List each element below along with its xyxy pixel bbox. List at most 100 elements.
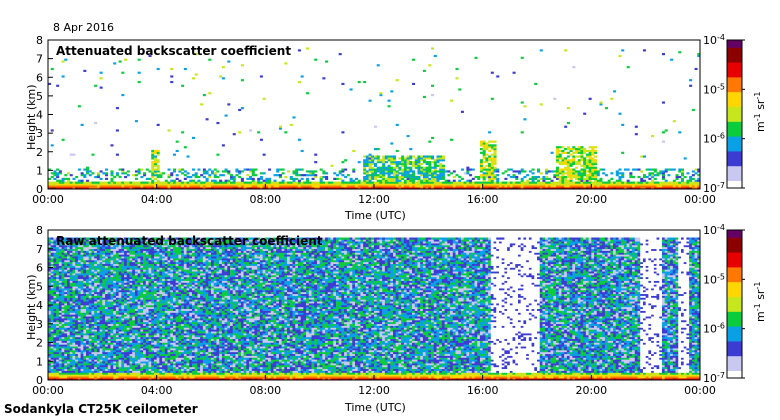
heatmap-cell [72,177,76,180]
heatmap-cell [121,267,125,270]
heatmap-cell [575,177,579,180]
heatmap-cell [64,359,68,362]
heatmap-cell [556,168,560,171]
heatmap-cell [417,187,421,190]
heatmap-cell [401,175,405,179]
heatmap-cell [678,170,682,173]
heatmap-cell [61,374,65,377]
heatmap-cell [325,177,329,180]
heatmap-cell [450,185,454,188]
heatmap-cell [249,168,253,171]
heatmap-cell [517,172,521,175]
heatmap-cell [96,305,100,308]
heatmap-cell [91,276,95,280]
heatmap-cell [121,71,125,74]
heatmap-cell [151,172,155,175]
heatmap-cell [77,246,81,250]
heatmap-cell [482,187,486,190]
heatmap-cell [137,297,141,300]
heatmap-cell [512,71,516,74]
heatmap-cell [88,301,92,304]
heatmap-cell [132,280,136,283]
heatmap-cell [132,338,136,341]
heatmap-cell [88,312,92,315]
heatmap-cell [118,276,122,280]
heatmap-cell [134,312,138,315]
heatmap-cell [406,155,410,158]
heatmap-cell [88,316,92,319]
heatmap-cell [94,335,98,338]
heatmap-cell [56,361,60,364]
heatmap-cell [251,179,255,182]
heatmap-cell [259,187,263,190]
heatmap-cell [72,271,76,274]
heatmap-cell [137,308,141,311]
heatmap-cell [80,359,84,362]
heatmap-cell [96,239,100,242]
heatmap-cell [96,320,100,323]
heatmap-cell [126,357,130,360]
heatmap-cell [86,325,90,328]
heatmap-cell [132,306,136,310]
heatmap-cell [75,282,79,285]
heatmap-cell [115,250,119,253]
heatmap-cell [113,348,117,351]
heatmap-cell [460,181,464,184]
heatmap-cell [572,162,576,166]
heatmap-cell [137,355,141,358]
heatmap-cell [72,340,76,343]
heatmap-cell [64,177,68,180]
heatmap-cell [629,175,633,179]
heatmap-cell [148,170,152,173]
heatmap-cell [86,291,90,295]
heatmap-cell [471,177,475,180]
heatmap-cell [297,185,301,188]
heatmap-cell [88,250,92,253]
heatmap-cell [556,166,560,169]
heatmap-cell [194,181,198,184]
heatmap-cell [651,183,655,186]
heatmap-cell [118,370,122,373]
heatmap-cell [113,282,117,285]
heatmap-cell [278,127,282,130]
heatmap-cell [126,260,130,263]
heatmap-cell [479,159,483,162]
heatmap-cell [61,312,65,315]
heatmap-cell [96,340,100,343]
heatmap-cell [539,103,543,106]
heatmap-cell [151,149,155,153]
heatmap-cell [153,172,157,175]
heatmap-cell [428,187,432,190]
heatmap-cell [83,276,87,280]
heatmap-cell [137,350,141,353]
heatmap-cell [384,170,388,173]
heatmap-cell [94,286,98,289]
heatmap-cell [137,361,141,364]
heatmap-cell [96,175,100,179]
heatmap-cell [591,146,595,149]
heatmap-cell [137,181,141,184]
heatmap-cell [129,286,133,289]
heatmap-cell [110,243,114,246]
heatmap-cell [191,174,195,177]
heatmap-cell [61,368,65,371]
heatmap-cell [102,342,106,345]
heatmap-cell [129,321,133,325]
heatmap-cell [86,254,90,257]
colorbar-attenuated: 10-710-610-510-4m-1 sr-1 [703,33,767,195]
heatmap-cell [48,303,52,306]
heatmap-cell [77,280,81,283]
heatmap-cell [134,183,138,186]
heatmap-cell [48,181,52,184]
heatmap-cell [547,177,551,180]
heatmap-cell [110,290,114,293]
heatmap-cell [75,297,79,300]
heatmap-cell [88,187,92,190]
heatmap-cell [72,153,76,156]
heatmap-cell [102,348,106,351]
heatmap-cell [94,374,98,377]
heatmap-cell [67,344,71,347]
heatmap-cell [153,170,157,173]
heatmap-cell [694,185,698,188]
heatmap-cell [50,241,54,244]
